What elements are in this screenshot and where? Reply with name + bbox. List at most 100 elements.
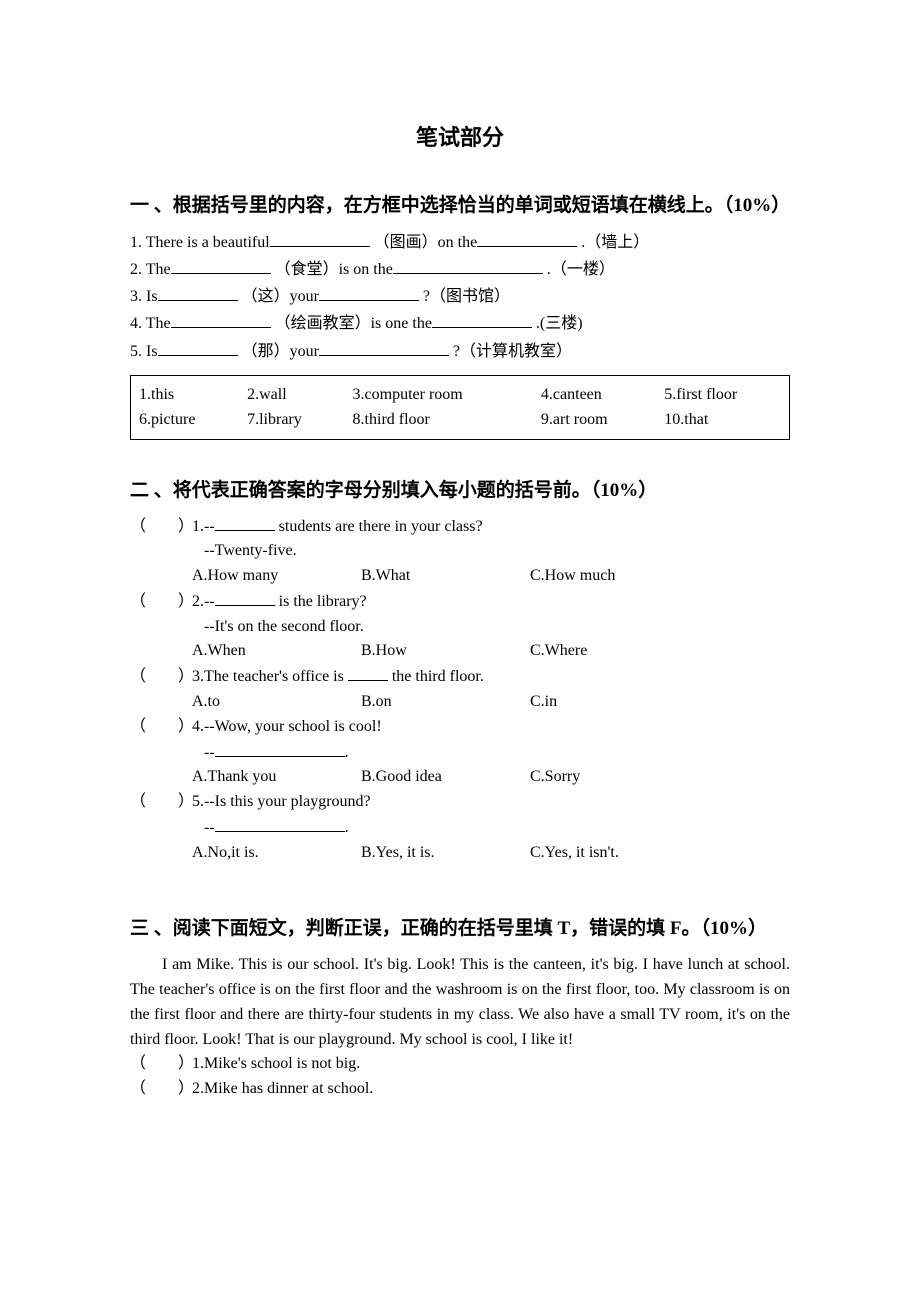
s2-q5-line2: --. xyxy=(130,815,790,841)
line2: -- xyxy=(204,819,215,836)
opt-c[interactable]: C.Sorry xyxy=(530,765,580,790)
wb-9: 9.art room xyxy=(533,407,656,433)
wb-1: 1.this xyxy=(131,382,239,408)
stem: 4.--Wow, your school is cool! xyxy=(192,718,382,735)
stem: 5.--Is this your playground? xyxy=(192,793,371,810)
s1-q5-a: 5. Is xyxy=(130,343,158,360)
s2-q3-opts: A.to B.on C.in xyxy=(130,690,790,715)
table-row: 6.picture 7.library 8.third floor 9.art … xyxy=(131,407,789,433)
s1-q2-a: 2. The xyxy=(130,261,171,278)
s2-q1-opts: A.How many B.What C.How much xyxy=(130,564,790,589)
wb-8: 8.third floor xyxy=(345,407,533,433)
s2-q5: （ ）5.--Is this your playground? xyxy=(130,790,790,815)
s2-q2-opts: A.When B.How C.Where xyxy=(130,639,790,664)
s1-q3: 3. Is （这）your ?（图书馆） xyxy=(130,283,790,310)
s1-q5: 5. Is （那）your ?（计算机教室） xyxy=(130,338,790,365)
page-title: 笔试部分 xyxy=(130,120,790,155)
s1-q4-b: （绘画教室）is one the xyxy=(275,315,432,332)
table-row: 1.this 2.wall 3.computer room 4.canteen … xyxy=(131,382,789,408)
line2b: . xyxy=(345,744,349,761)
blank[interactable] xyxy=(158,284,238,301)
answer-paren[interactable]: （ ） xyxy=(130,665,192,690)
s2-q1-line2: --Twenty-five. xyxy=(130,539,790,564)
answer-paren[interactable]: （ ） xyxy=(130,515,192,540)
page: 笔试部分 一 、根据括号里的内容，在方框中选择恰当的单词或短语填在横线上。（10… xyxy=(0,0,920,1302)
s1-q3-b: （这）your xyxy=(242,288,319,305)
stem2: the third floor. xyxy=(388,668,484,685)
s2-q4-opts: A.Thank you B.Good idea C.Sorry xyxy=(130,765,790,790)
s2-q5-opts: A.No,it is. B.Yes, it is. C.Yes, it isn'… xyxy=(130,841,790,866)
s2-q2-line2: --It's on the second floor. xyxy=(130,615,790,640)
blank[interactable] xyxy=(171,311,271,328)
s2-q4: （ ）4.--Wow, your school is cool! xyxy=(130,715,790,740)
s3-tf2: （ ）2.Mike has dinner at school. xyxy=(130,1077,790,1102)
wb-10: 10.that xyxy=(656,407,789,433)
s1-q2-b: （食堂）is on the xyxy=(275,261,393,278)
blank[interactable] xyxy=(215,514,275,531)
section3-heading: 三 、阅读下面短文，判断正误，正确的在括号里填 T，错误的填 F。（10%） xyxy=(130,906,790,952)
s1-q3-c: ?（图书馆） xyxy=(423,288,510,305)
s2-q2: （ ）2.-- is the library? xyxy=(130,589,790,615)
s2-q4-line2: --. xyxy=(130,740,790,766)
blank[interactable] xyxy=(393,257,543,274)
blank[interactable] xyxy=(270,230,370,247)
opt-b[interactable]: B.How xyxy=(361,639,526,664)
section2-heading: 二 、将代表正确答案的字母分别填入每小题的括号前。（10%） xyxy=(130,468,790,514)
opt-b[interactable]: B.Yes, it is. xyxy=(361,841,526,866)
s2-q1: （ ）1.-- students are there in your class… xyxy=(130,514,790,540)
s1-q3-a: 3. Is xyxy=(130,288,158,305)
blank[interactable] xyxy=(319,339,449,356)
opt-c[interactable]: C.Where xyxy=(530,639,587,664)
opt-a[interactable]: A.to xyxy=(192,690,357,715)
blank[interactable] xyxy=(348,664,388,681)
line2: -- xyxy=(204,744,215,761)
stem: 1.-- xyxy=(192,518,215,535)
stem: 2.-- xyxy=(192,593,215,610)
answer-paren[interactable]: （ ） xyxy=(130,715,192,740)
blank[interactable] xyxy=(215,740,345,757)
blank[interactable] xyxy=(215,589,275,606)
stem2: students are there in your class? xyxy=(275,518,483,535)
s2-q3: （ ）3.The teacher's office is the third f… xyxy=(130,664,790,690)
blank[interactable] xyxy=(477,230,577,247)
wb-6: 6.picture xyxy=(131,407,239,433)
s1-q4: 4. The （绘画教室）is one the .(三楼) xyxy=(130,310,790,337)
s1-q5-b: （那）your xyxy=(242,343,319,360)
section1-heading: 一 、根据括号里的内容，在方框中选择恰当的单词或短语填在横线上。（10%） xyxy=(130,183,790,229)
s1-q1-a: 1. There is a beautiful xyxy=(130,234,270,251)
opt-b[interactable]: B.What xyxy=(361,564,526,589)
s1-q1-c: .（墙上） xyxy=(581,234,649,251)
s1-q1: 1. There is a beautiful （图画）on the .（墙上） xyxy=(130,229,790,256)
reading-passage: I am Mike. This is our school. It's big.… xyxy=(130,953,790,1052)
line2b: . xyxy=(345,819,349,836)
opt-b[interactable]: B.on xyxy=(361,690,526,715)
tf-text: 2.Mike has dinner at school. xyxy=(192,1080,373,1097)
answer-paren[interactable]: （ ） xyxy=(130,790,192,815)
answer-paren[interactable]: （ ） xyxy=(130,1077,192,1102)
blank[interactable] xyxy=(215,815,345,832)
opt-c[interactable]: C.How much xyxy=(530,564,615,589)
answer-paren[interactable]: （ ） xyxy=(130,590,192,615)
word-box: 1.this 2.wall 3.computer room 4.canteen … xyxy=(130,375,790,440)
opt-a[interactable]: A.When xyxy=(192,639,357,664)
word-box-table: 1.this 2.wall 3.computer room 4.canteen … xyxy=(131,382,789,433)
opt-c[interactable]: C.in xyxy=(530,690,557,715)
blank[interactable] xyxy=(158,339,238,356)
blank[interactable] xyxy=(319,284,419,301)
opt-a[interactable]: A.How many xyxy=(192,564,357,589)
wb-4: 4.canteen xyxy=(533,382,656,408)
opt-c[interactable]: C.Yes, it isn't. xyxy=(530,841,619,866)
stem2: is the library? xyxy=(275,593,367,610)
s1-q1-b: （图画）on the xyxy=(374,234,478,251)
opt-a[interactable]: A.Thank you xyxy=(192,765,357,790)
s1-q5-c: ?（计算机教室） xyxy=(453,343,572,360)
stem: 3.The teacher's office is xyxy=(192,668,348,685)
blank[interactable] xyxy=(171,257,271,274)
answer-paren[interactable]: （ ） xyxy=(130,1052,192,1077)
opt-a[interactable]: A.No,it is. xyxy=(192,841,357,866)
s1-q4-a: 4. The xyxy=(130,315,171,332)
tf-text: 1.Mike's school is not big. xyxy=(192,1055,360,1072)
blank[interactable] xyxy=(432,311,532,328)
opt-b[interactable]: B.Good idea xyxy=(361,765,526,790)
wb-3: 3.computer room xyxy=(345,382,533,408)
